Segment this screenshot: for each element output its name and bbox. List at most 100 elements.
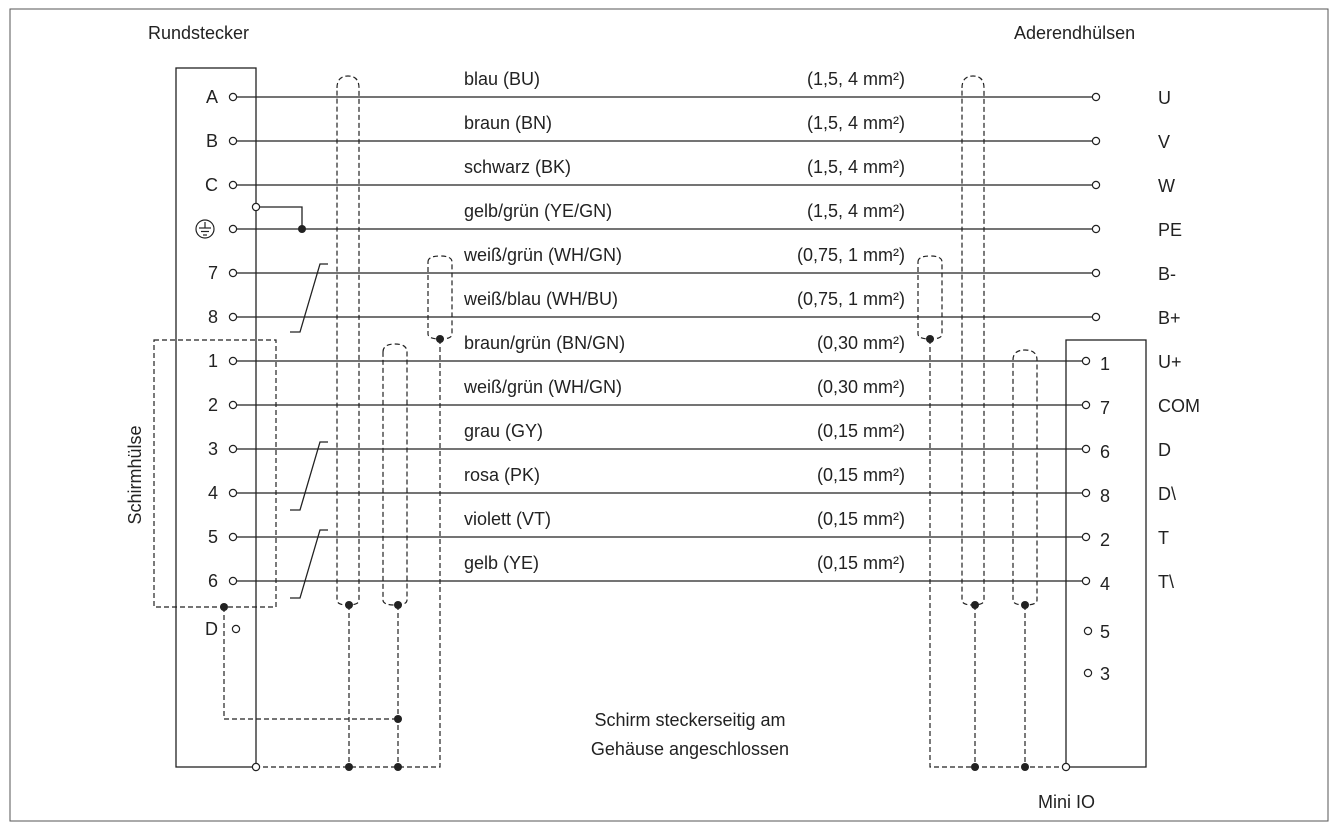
wire-gauge-label: (1,5, 4 mm²) (807, 157, 905, 177)
wire-color-label: blau (BU) (464, 69, 540, 89)
right-terminal (1091, 136, 1101, 146)
signal-label: D (1158, 440, 1171, 460)
left-pin-label: 4 (208, 483, 218, 503)
left-pin-label: A (206, 87, 218, 107)
wire-gauge-label: (0,15 mm²) (817, 465, 905, 485)
wire-gauge-label: (0,15 mm²) (817, 421, 905, 441)
right-terminal (1081, 444, 1091, 454)
wire-gauge-label: (1,5, 4 mm²) (807, 69, 905, 89)
shield-note-line2: Gehäuse angeschlossen (591, 739, 789, 759)
left-pin-terminal (228, 400, 238, 410)
pe-bridge (256, 206, 303, 229)
signal-label: PE (1158, 220, 1182, 240)
mini-io-pin-label: 6 (1100, 442, 1110, 462)
left-pin-terminal (228, 532, 238, 542)
wire-row: 2 weiß/grün (WH/GN) (0,30 mm²) 7 COM (208, 377, 1200, 418)
left-pin-label: D (205, 619, 218, 639)
shield-sleeve-box (153, 339, 277, 608)
twisted-pair-markers (290, 263, 328, 599)
pe-bridge-terminal (251, 202, 261, 212)
left-pin-terminal (228, 444, 238, 454)
mini-io-terminal (1083, 626, 1093, 636)
left-connector-title: Rundstecker (148, 23, 249, 43)
wire-gauge-label: (0,30 mm²) (817, 377, 905, 397)
mini-io-pin-label: 2 (1100, 530, 1110, 550)
left-pin-label: 8 (208, 307, 218, 327)
shield-ground-lines (223, 339, 1066, 768)
left-pin-label: 5 (208, 527, 218, 547)
right-side-title: Aderendhülsen (1014, 23, 1135, 43)
right-terminal (1081, 400, 1091, 410)
outer-frame (9, 8, 1329, 822)
ground-symbol-icon (195, 219, 215, 239)
mini-io-pin-label: 8 (1100, 486, 1110, 506)
left-pin-terminal (228, 224, 238, 234)
shield-sleeve-label: Schirmhülse (125, 425, 145, 524)
left-pin-terminal (228, 268, 238, 278)
signal-label: U+ (1158, 352, 1182, 372)
left-pin-label: 2 (208, 395, 218, 415)
wire-gauge-label: (0,30 mm²) (817, 333, 905, 353)
left-pin-terminal (228, 92, 238, 102)
wire-row: 4 rosa (PK) (0,15 mm²) 8 D\ (208, 465, 1176, 506)
round-connector-box (175, 67, 257, 768)
left-pin-label: 1 (208, 351, 218, 371)
unconnected-pins: D 5 3 (205, 619, 1110, 684)
left-pin-terminal (228, 180, 238, 190)
wire-color-label: rosa (PK) (464, 465, 540, 485)
wire-gauge-label: (0,75, 1 mm²) (797, 245, 905, 265)
left-pin-terminal (228, 312, 238, 322)
wire-color-label: grau (GY) (464, 421, 543, 441)
wire-row: 7 weiß/grün (WH/GN) (0,75, 1 mm²) B- (208, 245, 1176, 284)
left-pin-terminal (228, 576, 238, 586)
wire-color-label: gelb/grün (YE/GN) (464, 201, 612, 221)
right-terminal (1081, 488, 1091, 498)
mini-io-pin-label: 7 (1100, 398, 1110, 418)
signal-label: T (1158, 528, 1169, 548)
left-pin-label: 3 (208, 439, 218, 459)
left-pin-terminal (228, 488, 238, 498)
wire-gauge-label: (0,15 mm²) (817, 509, 905, 529)
wire-color-label: weiß/grün (WH/GN) (463, 377, 622, 397)
signal-label: W (1158, 176, 1175, 196)
wire-color-label: weiß/blau (WH/BU) (463, 289, 618, 309)
left-pin-label: 7 (208, 263, 218, 283)
wire-row: 6 gelb (YE) (0,15 mm²) 4 T\ (208, 553, 1174, 594)
wire-row: 1 braun/grün (BN/GN) (0,30 mm²) 1 U+ (208, 333, 1182, 374)
wire-color-label: weiß/grün (WH/GN) (463, 245, 622, 265)
left-pin-terminal (228, 356, 238, 366)
housing-terminal-left (251, 762, 261, 772)
wire-row: 3 grau (GY) (0,15 mm²) 6 D (208, 421, 1171, 462)
wire-row: 8 weiß/blau (WH/BU) (0,75, 1 mm²) B+ (208, 289, 1181, 328)
right-terminal (1091, 312, 1101, 322)
signal-label: B- (1158, 264, 1176, 284)
junction-dots (220, 225, 1029, 771)
mini-io-pin-label: 4 (1100, 574, 1110, 594)
right-terminal (1091, 180, 1101, 190)
wire-color-label: violett (VT) (464, 509, 551, 529)
right-terminal (1091, 224, 1101, 234)
wire-gauge-label: (0,75, 1 mm²) (797, 289, 905, 309)
right-terminal (1091, 92, 1101, 102)
mini-io-pin-label: 1 (1100, 354, 1110, 374)
wire-gauge-label: (0,15 mm²) (817, 553, 905, 573)
signal-label: B+ (1158, 308, 1181, 328)
wire-gauge-label: (1,5, 4 mm²) (807, 201, 905, 221)
right-terminal (1081, 356, 1091, 366)
wire-gauge-label: (1,5, 4 mm²) (807, 113, 905, 133)
mini-io-pin-label: 3 (1100, 664, 1110, 684)
signal-label: T\ (1158, 572, 1174, 592)
shield-note-line1: Schirm steckerseitig am (594, 710, 785, 730)
signal-label: COM (1158, 396, 1200, 416)
left-pin-label: C (205, 175, 218, 195)
left-pin-terminal (228, 136, 238, 146)
wire-row: gelb/grün (YE/GN) (1,5, 4 mm²) PE (195, 201, 1182, 240)
signal-label: V (1158, 132, 1170, 152)
left-pin-terminal (231, 624, 241, 634)
wire-color-label: schwarz (BK) (464, 157, 571, 177)
right-connector-title: Mini IO (1038, 792, 1095, 812)
